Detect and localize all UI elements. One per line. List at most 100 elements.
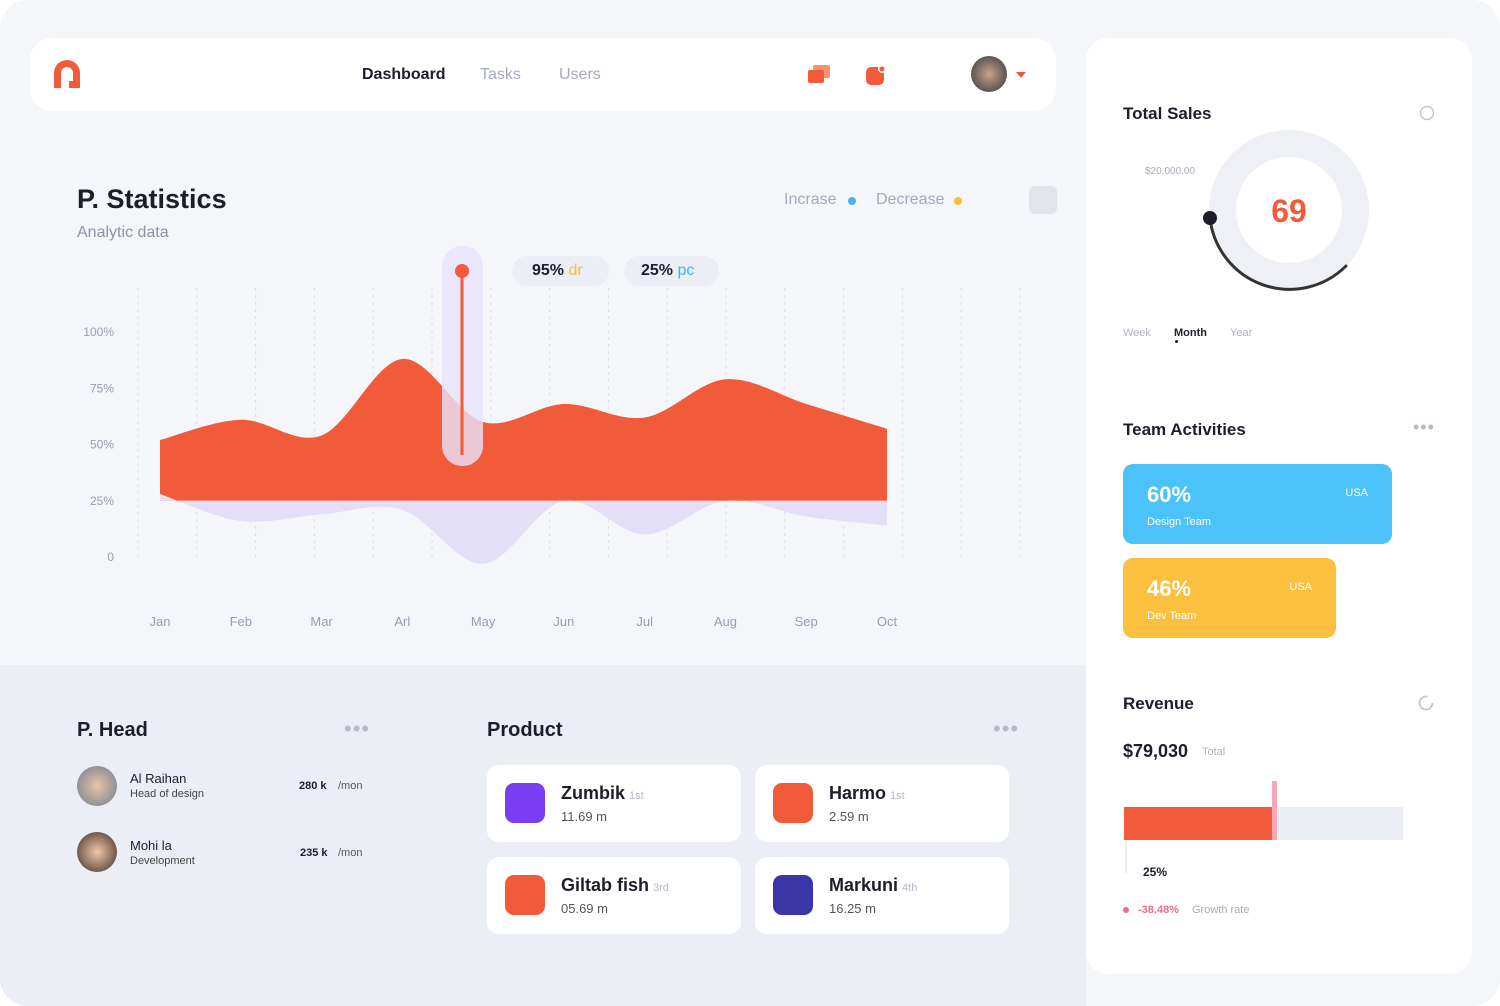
annotation: 95% dr	[512, 256, 609, 286]
section-title: Total Sales	[1123, 104, 1212, 123]
product-value: 2.59 m	[829, 809, 869, 824]
revenue-note: Total	[1202, 746, 1226, 758]
team-region: USA	[1289, 581, 1312, 593]
tab[interactable]: Month	[1174, 327, 1207, 339]
team-card[interactable]: 60% Design Team USA	[1123, 464, 1392, 544]
revenue-bar-label: 25%	[1143, 865, 1168, 879]
y-tick-label: 75%	[90, 381, 114, 395]
person-avatar	[77, 766, 117, 806]
refresh-icon[interactable]	[1418, 104, 1436, 122]
growth-value: -38.48%	[1138, 904, 1179, 916]
product-card[interactable]: Giltab fish 3rd 05.69 m	[487, 857, 741, 934]
section-title: Product	[487, 719, 563, 741]
product-card[interactable]: Zumbik 1st 11.69 m	[487, 765, 741, 842]
y-tick-label: 25%	[90, 494, 114, 508]
person-unit: /mon	[338, 847, 363, 859]
area	[160, 494, 887, 564]
x-tick-label: Jun	[553, 614, 574, 629]
revenue-amount: $79,030	[1123, 741, 1189, 761]
nav-item[interactable]: Users	[559, 66, 601, 83]
y-tick-label: 0	[107, 550, 114, 564]
y-tick-label: 100%	[83, 325, 114, 339]
gauge	[1203, 130, 1369, 291]
x-tick-label: Jul	[636, 614, 653, 629]
team-label: Design Team	[1147, 516, 1211, 528]
product-value: 11.69 m	[561, 809, 608, 824]
section-title: P. Head	[77, 719, 148, 741]
logo	[54, 60, 80, 88]
top-nav: Dashboard Tasks Users	[30, 38, 1056, 111]
team-card[interactable]: 46% Dev Team USA	[1123, 558, 1336, 638]
x-tick-label: Feb	[230, 614, 252, 629]
product-icon	[505, 783, 545, 823]
product-name: Giltab fish	[561, 875, 650, 895]
section-title: Team Activities	[1123, 420, 1246, 439]
product-rank: 4th	[902, 882, 918, 894]
annotation-value: 25%	[641, 262, 674, 279]
annotation: 25% pc	[624, 256, 719, 286]
highlight-dot	[455, 264, 469, 278]
nav-item[interactable]: Tasks	[480, 66, 521, 83]
x-tick-label: Mar	[310, 614, 333, 629]
team-region: USA	[1345, 487, 1368, 499]
loading-icon	[1418, 695, 1434, 711]
tab[interactable]: Year	[1230, 327, 1253, 339]
legend-dot	[848, 197, 856, 205]
tab-indicator	[1175, 340, 1178, 343]
person-amount: 235 k	[300, 847, 328, 859]
product-card[interactable]: Harmo 1st 2.59 m	[755, 765, 1009, 842]
revenue-bar	[1124, 781, 1403, 873]
x-tick-label: Arl	[394, 614, 410, 629]
product-name: Harmo	[829, 783, 887, 803]
product-icon	[773, 783, 813, 823]
person-unit: /mon	[338, 780, 363, 792]
product-rank: 1st	[890, 790, 905, 802]
product-name: Zumbik	[561, 783, 626, 803]
growth-dot	[1123, 907, 1129, 913]
team-value: 60%	[1147, 482, 1192, 507]
chart: 0 25% 50% 75% 100% Jan Feb Mar Arl May Jun Jul Aug Se…	[83, 246, 1021, 629]
person-name: Al Raihan	[130, 771, 187, 786]
annotation-value: 95%	[532, 262, 565, 279]
annotation-unit: dr	[568, 262, 583, 279]
side-panel: Total Sales $20,000.00 69 Week Month Yea…	[1086, 38, 1472, 974]
y-tick-label: 50%	[90, 438, 114, 452]
legend-dot	[954, 197, 962, 205]
person-name: Mohi la	[130, 838, 172, 853]
x-tick-label: Jan	[150, 614, 171, 629]
nav-item[interactable]: Dashboard	[362, 66, 446, 83]
x-tick-label: Sep	[795, 614, 818, 629]
legend-entry: Incrase	[784, 191, 837, 208]
chart-subtitle: Analytic data	[77, 224, 169, 241]
more-button[interactable]: •••	[1413, 417, 1435, 437]
product-value: 16.25 m	[829, 901, 876, 916]
more-button[interactable]: •••	[993, 716, 1020, 741]
notification-icon[interactable]	[865, 64, 887, 86]
x-tick-label: Oct	[877, 614, 898, 629]
gauge-value: 69	[1271, 193, 1307, 229]
tab[interactable]: Week	[1123, 327, 1151, 339]
product-icon	[773, 875, 813, 915]
team-value: 46%	[1147, 576, 1192, 601]
gauge-max: $20,000.00	[1145, 166, 1196, 177]
person-role: Head of design	[130, 788, 204, 800]
team-label: Dev Team	[1147, 610, 1197, 622]
area	[160, 358, 887, 501]
person-role: Development	[130, 855, 195, 867]
legend-entry: Decrease	[876, 191, 945, 208]
chart-menu-button[interactable]	[1029, 186, 1057, 214]
chart-title: P. Statistics	[77, 184, 227, 214]
person-avatar	[77, 832, 117, 872]
growth-note: Growth rate	[1192, 904, 1250, 916]
person-amount: 280 k	[299, 780, 327, 792]
product-name: Markuni	[829, 875, 899, 895]
annotation-unit: pc	[677, 262, 695, 279]
product-card[interactable]: Markuni 4th 16.25 m	[755, 857, 1009, 934]
product-rank: 3rd	[653, 882, 669, 894]
x-tick-label: May	[471, 614, 496, 629]
avatar[interactable]	[970, 55, 1040, 93]
product-value: 05.69 m	[561, 901, 608, 916]
more-button[interactable]: •••	[344, 716, 371, 741]
chat-icon[interactable]	[807, 64, 831, 86]
